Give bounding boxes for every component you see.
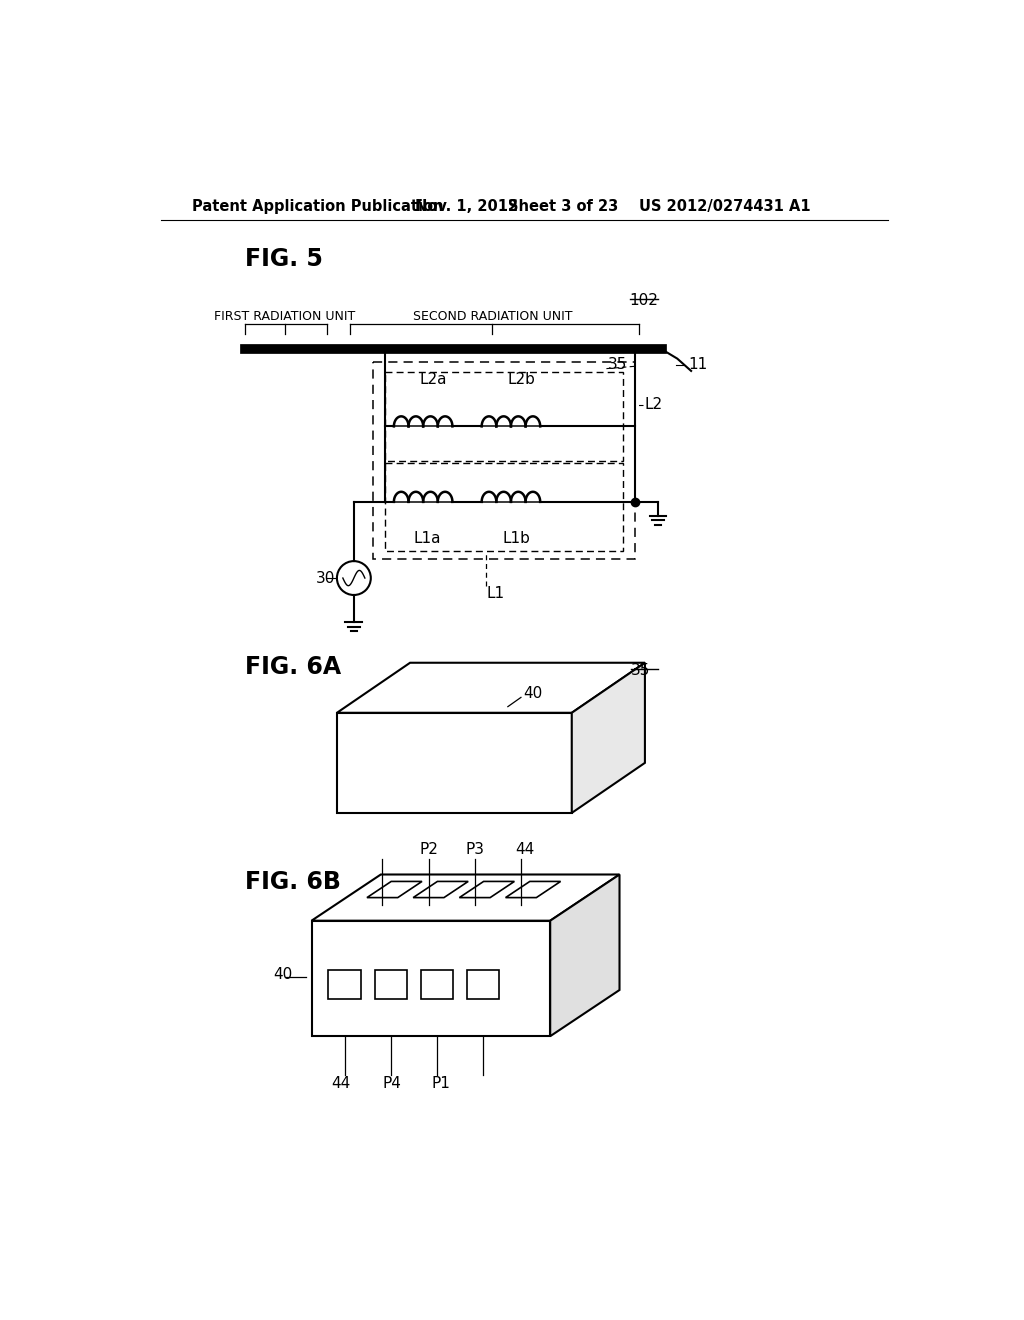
Text: L2b: L2b xyxy=(508,372,536,387)
Polygon shape xyxy=(337,713,571,813)
Polygon shape xyxy=(413,882,468,898)
Text: 102: 102 xyxy=(630,293,658,308)
Bar xyxy=(385,372,624,461)
Text: 44: 44 xyxy=(331,1076,350,1092)
Polygon shape xyxy=(460,882,514,898)
Text: 35: 35 xyxy=(631,663,650,677)
Bar xyxy=(329,970,360,999)
Text: Nov. 1, 2012: Nov. 1, 2012 xyxy=(416,198,518,214)
Text: P2: P2 xyxy=(419,842,438,858)
Polygon shape xyxy=(311,921,550,1036)
Polygon shape xyxy=(367,882,422,898)
Bar xyxy=(467,970,500,999)
Bar xyxy=(373,363,635,558)
Text: P4: P4 xyxy=(383,1076,401,1092)
Text: 30: 30 xyxy=(315,570,335,586)
Text: P1: P1 xyxy=(431,1076,451,1092)
Text: L1b: L1b xyxy=(503,531,530,545)
Text: FIG. 5: FIG. 5 xyxy=(245,247,323,271)
Text: FIRST RADIATION UNIT: FIRST RADIATION UNIT xyxy=(214,310,355,323)
Polygon shape xyxy=(550,874,620,1036)
Polygon shape xyxy=(571,663,645,813)
Text: L1a: L1a xyxy=(414,531,441,545)
Text: SECOND RADIATION UNIT: SECOND RADIATION UNIT xyxy=(413,310,572,323)
Text: FIG. 6A: FIG. 6A xyxy=(245,655,341,678)
Text: 11: 11 xyxy=(688,358,708,372)
Text: L2: L2 xyxy=(645,397,664,412)
Bar xyxy=(421,970,454,999)
Text: L1: L1 xyxy=(486,586,505,601)
Text: 35: 35 xyxy=(608,358,628,372)
Text: US 2012/0274431 A1: US 2012/0274431 A1 xyxy=(639,198,810,214)
Polygon shape xyxy=(506,882,560,898)
Bar xyxy=(375,970,407,999)
Text: 40: 40 xyxy=(273,968,292,982)
Text: Sheet 3 of 23: Sheet 3 of 23 xyxy=(508,198,618,214)
Text: L2a: L2a xyxy=(419,372,446,387)
Text: Patent Application Publication: Patent Application Publication xyxy=(193,198,443,214)
Text: P3: P3 xyxy=(465,842,484,858)
Text: FIG. 6B: FIG. 6B xyxy=(245,870,340,894)
Bar xyxy=(385,462,624,552)
Polygon shape xyxy=(337,663,645,713)
Polygon shape xyxy=(311,874,620,921)
Text: 40: 40 xyxy=(523,686,543,701)
Text: 44: 44 xyxy=(515,842,535,858)
